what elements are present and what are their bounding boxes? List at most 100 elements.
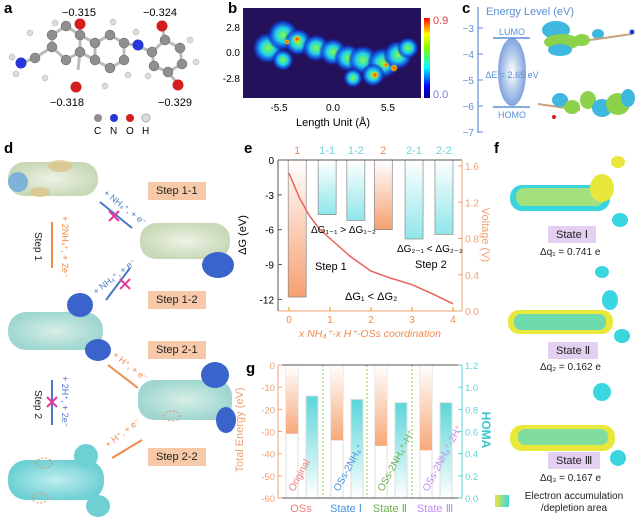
molecule-structure-a: −0.315 −0.324 −0.318 −0.329 C N O H [8, 7, 200, 137]
y2-tick-label: 0.8 [465, 405, 478, 416]
gap-label: ΔE = 2.65 eV [485, 70, 538, 80]
energy-level-diagram: Energy Level (eV) −3 −4 −5 −6 −7 LUMO HOMO Δ… [463, 6, 635, 139]
legend-swatch [495, 495, 509, 507]
y-tick-label: -6 [265, 226, 274, 237]
y2-tick-label: 0.4 [465, 450, 478, 461]
total-energy-bar [420, 365, 432, 451]
molecule-step11 [140, 223, 234, 278]
annotation: ΔG₁ < ΔG₂ [345, 291, 397, 303]
step-2-2-box: Step 2-2 [148, 448, 206, 466]
arrow-step21 [107, 364, 139, 389]
molecule-step21 [138, 362, 236, 433]
elf-heatmap: 0.9 0.0 2.8 0.0 -2.8 -5.5 0.0 5.5 Length… [223, 8, 448, 129]
state-3-label: State Ⅲ [548, 452, 601, 469]
y-tick-label: -40 [261, 450, 275, 461]
lumo-label: LUMO [499, 27, 525, 37]
x-tick-label: 4 [450, 315, 456, 326]
charge-label: −0.318 [50, 97, 84, 109]
state-2-isosurface [508, 266, 630, 343]
bar-label: 1-2 [348, 145, 364, 157]
molecule-step22 [8, 444, 110, 517]
y-tick-label: -30 [261, 428, 275, 439]
y-tick-label: -3 [265, 191, 274, 202]
y-tick-label: -9 [265, 261, 274, 272]
y-tick-label: -10 [261, 383, 275, 394]
y-tick-label: −5 [463, 76, 475, 87]
total-energy-bar [286, 365, 298, 434]
state-3-dq: Δq₃ = 0.167 e [540, 473, 602, 484]
category-label: State Ⅲ [417, 503, 453, 515]
category-label: State Ⅰ [330, 503, 362, 515]
step1-label: Step 1 [32, 232, 43, 261]
colorbar [424, 18, 430, 98]
y-tick-label: −3 [463, 24, 475, 35]
step-1-2-box: Step 1-2 [148, 291, 206, 309]
panel-e-label: e [244, 140, 253, 157]
bar-label: 2-1 [406, 145, 422, 157]
y-tick-label: −4 [463, 50, 475, 61]
state-2-label: State Ⅱ [548, 342, 599, 359]
y-axis-label: Total Energy (eV) [234, 388, 246, 473]
x-tick-label: 2 [368, 315, 374, 326]
y-tick-label: -60 [261, 494, 275, 505]
bar-1-1 [317, 159, 337, 215]
y-tick-label: -50 [261, 472, 275, 483]
y-axis-label: ΔG (eV) [237, 215, 249, 255]
y2-tick-label: 0.0 [465, 307, 479, 318]
annotation: Step 1 [315, 261, 347, 273]
colorbar-min: 0.0 [433, 89, 448, 101]
reaction-label: + H⁺, + e⁻ [111, 350, 150, 384]
y2-tick-label: 0.8 [465, 235, 479, 246]
reaction-label: + NH₄⁺, + e⁻ [91, 257, 138, 297]
voltage-curve [288, 173, 454, 305]
x-axis-label: x NH₄⁺-x H⁺-OSs coordination [298, 328, 441, 340]
charge-label: −0.324 [143, 7, 177, 19]
bar-label: 1-1 [319, 145, 335, 157]
legend-text: Electron accumulation /depletion area [524, 491, 624, 514]
x-tick-label: 0 [286, 315, 292, 326]
category-label: State Ⅱ [373, 503, 407, 515]
bar-1 [287, 159, 307, 298]
molecule-original [8, 160, 98, 197]
chart-title: Energy Level (eV) [486, 6, 574, 18]
x-tick: -5.5 [270, 103, 288, 114]
colorbar-max: 0.9 [433, 15, 448, 27]
y2-tick-label: 1.6 [465, 162, 479, 173]
bar-2 [373, 159, 393, 231]
arrow-step12 [105, 267, 131, 301]
y-tick-label: −6 [463, 102, 475, 113]
state-2-dq: Δq₂ = 0.162 e [540, 362, 601, 373]
x-axis-label: Length Unit (Å) [296, 116, 370, 129]
state-3-isosurface [510, 383, 626, 466]
y2-tick-label: 1.0 [465, 383, 478, 394]
bar-label: 2-2 [436, 145, 452, 157]
panel-f-label: f [494, 140, 499, 157]
bar-2-1 [404, 159, 424, 240]
x-tick: 5.5 [381, 103, 395, 114]
cross-icon [46, 210, 131, 408]
y-tick-label: −7 [463, 128, 475, 139]
reaction-mechanism-diagram: + NH₄⁺, + e⁻ + NH₄⁺, + e⁻ + 2NH₄⁺, + 2e⁻… [8, 160, 236, 517]
y2-tick-label: 1.2 [465, 361, 478, 372]
annotation: Step 2 [415, 259, 447, 271]
delta-g-voltage-chart: 1 1-1 1-2 2 2-1 2-2 0 -3 -6 -9 -12 0.0 0.4 0.8 1.2 1.6… [237, 145, 491, 340]
x-tick-label: 1 [327, 315, 333, 326]
category-label: OSs [290, 503, 312, 515]
gap-ellipse [498, 38, 526, 106]
y2-axis-label: HOMA [479, 412, 493, 449]
legend-o: O [126, 126, 134, 137]
state-1-label: State Ⅰ [548, 226, 596, 243]
y-tick-label: -12 [260, 295, 275, 306]
legend-h: H [142, 126, 149, 137]
bar-1-2 [346, 159, 366, 221]
lumo-orbital [542, 21, 635, 56]
y2-tick-label: 1.2 [465, 198, 479, 209]
total-energy-bar [331, 365, 343, 441]
y-tick-label: -20 [261, 405, 275, 416]
y-tick-label: 0 [268, 156, 274, 167]
bar-2-2 [434, 159, 454, 235]
legend-c: C [94, 126, 101, 137]
panel-g-label: g [246, 360, 256, 377]
y-tick-label: 0 [270, 361, 275, 372]
